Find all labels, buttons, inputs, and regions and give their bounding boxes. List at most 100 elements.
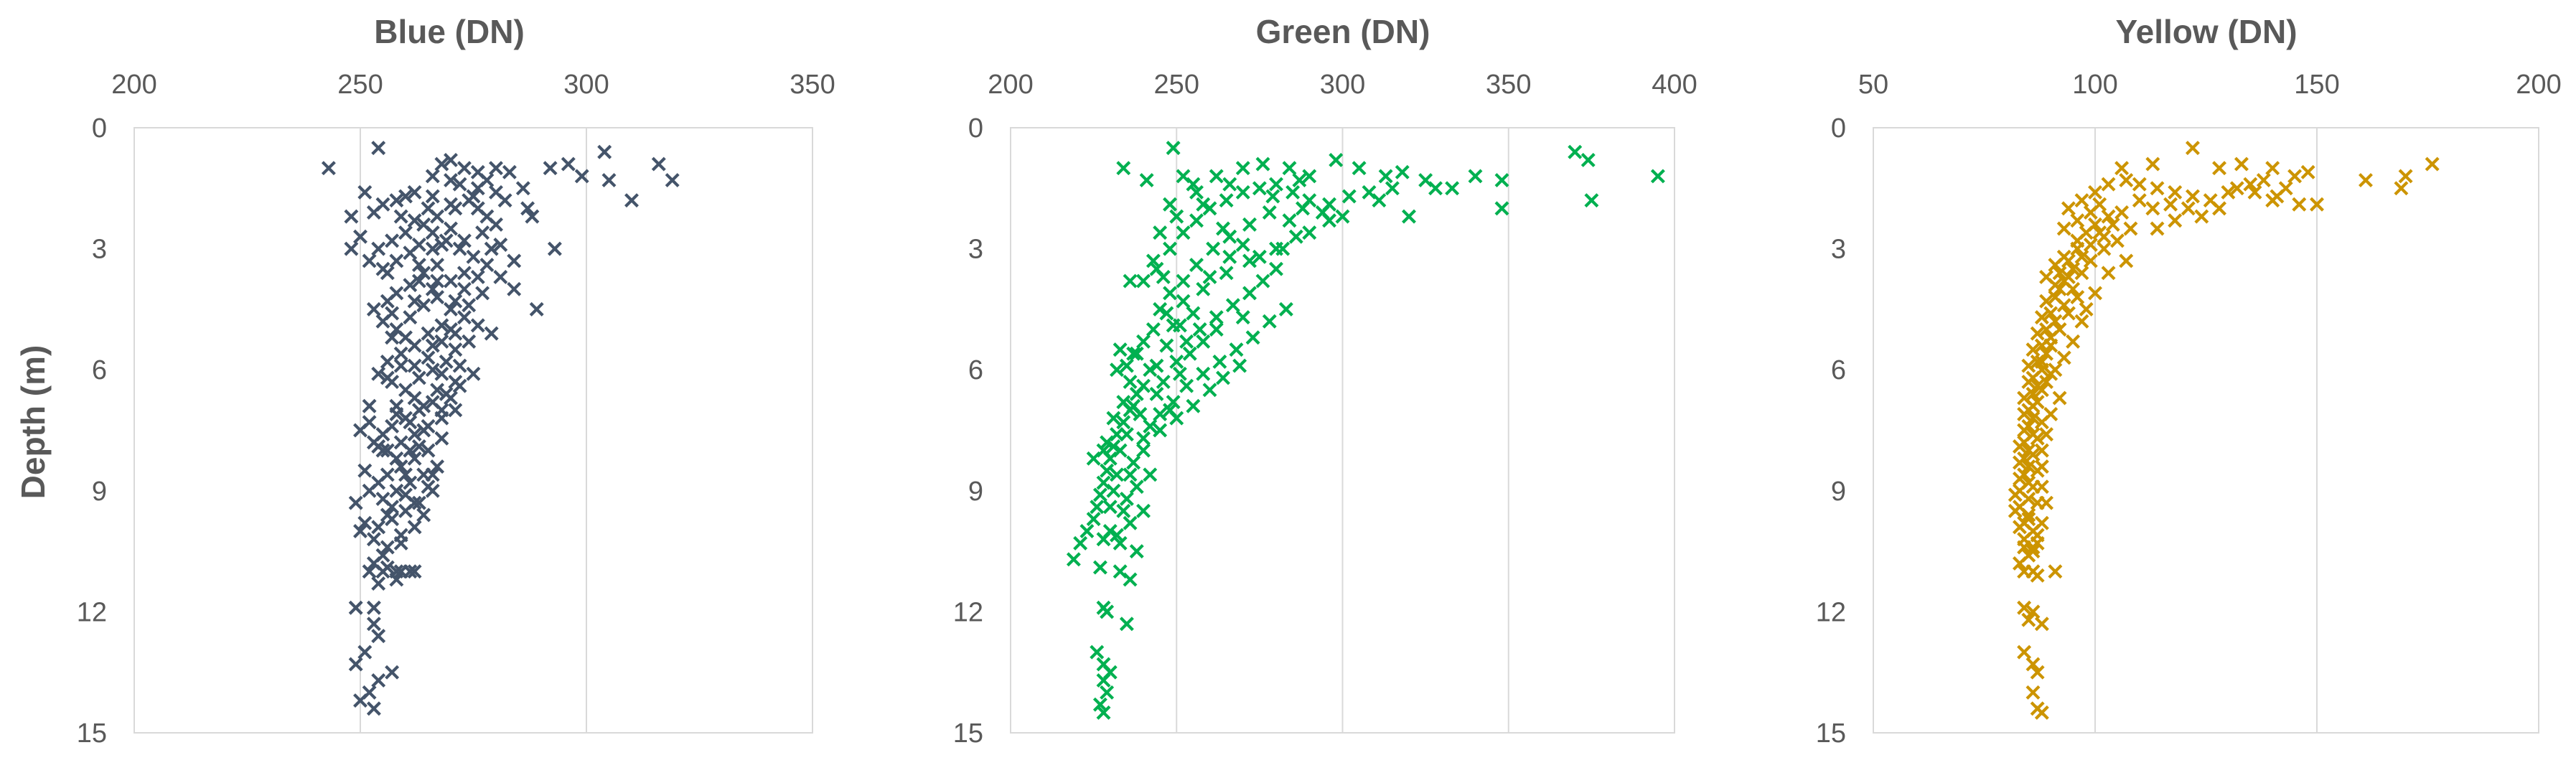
data-point-blue [407,184,422,200]
data-point-blue [430,459,445,474]
data-point-blue [444,221,458,236]
x-ticks-yellow: 50 100 150 200 [1858,70,2562,100]
data-point-blue [393,459,408,474]
data-point-green [1385,181,1400,196]
data-point-yellow [2310,197,2324,212]
data-point-blue [466,189,481,204]
data-point-blue [425,467,440,482]
data-point-blue [344,209,359,224]
data-point-green [1222,249,1237,264]
data-point-blue [371,241,386,256]
data-point-yellow [2398,169,2413,184]
data-point-green [1129,544,1144,559]
data-point-green [1096,532,1111,547]
data-point-blue [393,346,408,361]
data-point-green [1123,375,1138,390]
data-point-yellow [2043,407,2059,421]
data-point-blue [393,535,408,551]
data-point-yellow [2056,298,2071,313]
data-point-green [1219,193,1234,208]
data-point-blue [665,173,680,188]
data-point-blue [362,564,377,579]
data-point-blue [380,354,395,369]
data-point-green [1202,383,1217,398]
data-point-blue [403,415,418,430]
data-point-green [1282,213,1297,228]
data-point-green [1216,370,1230,385]
data-point-blue [493,269,508,284]
data-point-yellow [2061,269,2076,284]
data-point-yellow [2025,342,2041,357]
data-point-yellow [2101,209,2116,224]
data-point-green [1149,358,1164,373]
data-point-green [1202,201,1217,216]
data-point-blue [421,326,436,341]
data-point-blue [389,407,404,421]
data-point-blue [371,141,386,156]
data-point-yellow [2025,604,2041,619]
data-point-yellow [2034,459,2049,474]
data-point-green [1189,213,1204,228]
data-point-blue [444,273,458,289]
data-point-yellow [2021,375,2036,390]
data-point-green [1445,181,1460,196]
x-tick-label-green: 250 [1154,70,1199,100]
data-point-blue [398,467,413,482]
data-point-blue [434,334,449,349]
data-point-blue [434,238,449,252]
data-point-yellow [2034,443,2049,458]
data-point-blue [456,266,472,281]
x-tick-label-green: 350 [1486,70,1531,100]
data-point-yellow [2168,213,2183,228]
data-point-blue [380,507,395,523]
data-point-green [1066,552,1081,567]
data-point-green [1146,253,1161,268]
data-point-yellow [2074,193,2089,208]
data-point-blue [470,269,485,284]
data-point-blue [344,241,359,256]
data-point-blue [452,177,467,192]
data-point-blue [348,495,363,510]
data-point-yellow [2056,350,2071,365]
data-point-blue [515,181,530,196]
data-point-yellow [2025,386,2041,401]
data-point-blue [479,173,495,188]
data-point-blue [462,298,477,313]
data-point-blue [425,169,440,184]
data-point-blue [475,225,490,240]
data-point-blue [380,294,395,309]
data-point-yellow [2052,390,2067,406]
data-point-yellow [2017,540,2032,555]
data-point-green [1378,169,1393,184]
data-point-green [1113,443,1128,458]
data-point-yellow [2039,375,2053,390]
data-point-green [1096,705,1111,720]
data-point-green [1235,238,1250,252]
data-point-blue [448,294,463,309]
data-point-blue [407,427,422,442]
data-point-yellow [2092,197,2107,212]
data-point-green [1172,366,1187,381]
data-point-blue [321,161,336,176]
data-point-yellow [2030,568,2045,583]
data-point-yellow [2256,173,2271,188]
data-point-blue [452,241,467,256]
data-point-blue [416,423,431,438]
data-point-yellow [2052,266,2067,281]
data-point-green [1153,407,1168,421]
data-point-blue [525,209,540,224]
data-point-yellow [2034,354,2049,369]
data-point-green [1166,141,1181,156]
data-point-yellow [2034,383,2049,398]
x-tick-label-yellow: 150 [2294,70,2339,100]
y-ticks-blue: 0 3 6 9 12 15 [77,113,107,749]
data-point-green [1650,169,1665,184]
data-point-green [1136,503,1151,518]
data-point-green [1292,173,1307,188]
data-point-green [1102,500,1118,515]
data-point-yellow [2048,258,2063,273]
data-point-yellow [2039,294,2053,309]
data-point-blue [430,383,445,398]
data-point-green [1225,298,1240,313]
data-point-blue [362,483,377,498]
